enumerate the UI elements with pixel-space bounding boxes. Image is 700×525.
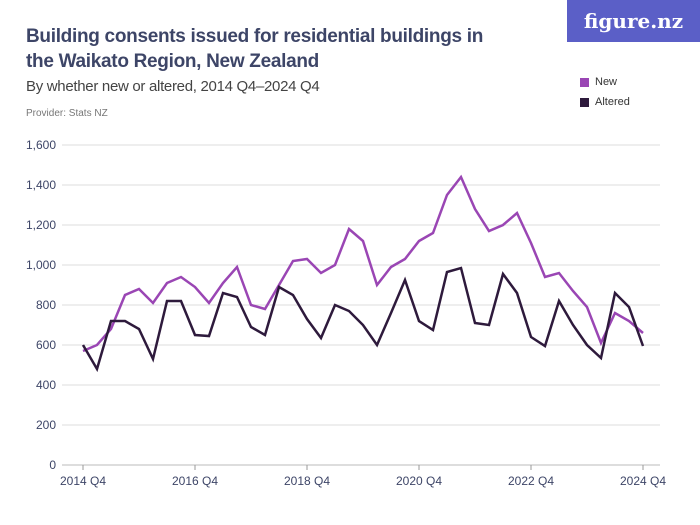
figure-nz-logo[interactable]: figure.nz <box>567 0 700 42</box>
x-tick-label: 2014 Q4 <box>60 474 106 488</box>
legend-item-altered: Altered <box>580 92 630 112</box>
y-tick-label: 0 <box>49 458 56 472</box>
x-tick-label: 2016 Q4 <box>172 474 218 488</box>
legend: New Altered <box>580 72 630 112</box>
x-tick-label: 2020 Q4 <box>396 474 442 488</box>
provider-label: Provider: Stats NZ <box>26 108 108 119</box>
chart-title: Building consents issued for residential… <box>26 26 484 72</box>
y-tick-label: 1,200 <box>26 218 56 232</box>
y-tick-label: 1,400 <box>26 178 56 192</box>
y-tick-label: 1,600 <box>26 138 56 152</box>
legend-swatch-altered <box>580 97 589 107</box>
x-tick-label: 2018 Q4 <box>284 474 330 488</box>
y-tick-label: 400 <box>36 378 56 392</box>
y-tick-label: 800 <box>36 298 56 312</box>
y-tick-label: 600 <box>36 338 56 352</box>
legend-label-altered: Altered <box>595 96 630 108</box>
legend-swatch-new <box>580 77 589 87</box>
legend-label-new: New <box>595 76 618 88</box>
y-tick-label: 200 <box>36 418 56 432</box>
x-tick-label: 2022 Q4 <box>508 474 554 488</box>
legend-item-new: New <box>580 72 630 92</box>
x-tick-label: 2024 Q4 <box>620 474 666 488</box>
y-tick-label: 1,000 <box>26 258 56 272</box>
chart-subtitle: By whether new or altered, 2014 Q4–2024 … <box>26 78 320 95</box>
